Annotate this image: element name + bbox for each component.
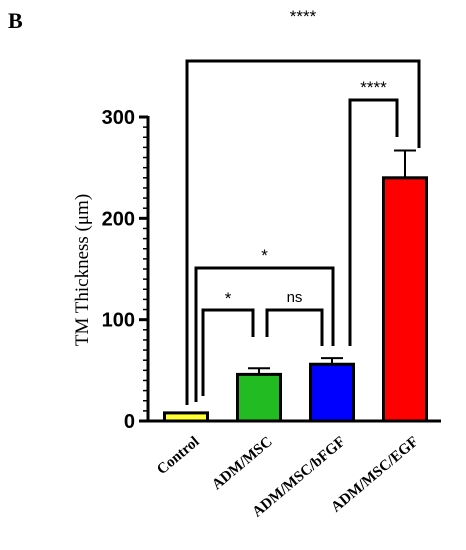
significance-label-4: ****: [290, 7, 317, 26]
significance-bracket-4: [185, 59, 421, 405]
significance-label-0: *: [225, 289, 232, 308]
panel-label: B: [8, 8, 23, 33]
significance-bracket-2: [194, 266, 335, 402]
significance-bracket-1: [265, 308, 324, 346]
bar-1: [236, 372, 282, 423]
y-tick-label: 0: [124, 411, 135, 433]
y-axis-label: TM Thickness (μm): [72, 194, 93, 346]
bar-2: [309, 362, 355, 423]
significance-bracket-0: [201, 308, 255, 396]
significance-bracket-3: [348, 98, 399, 346]
y-tick-label: 300: [102, 107, 135, 129]
bars: [163, 149, 428, 423]
significance-label-3: ****: [360, 78, 387, 97]
bar-0: [163, 411, 209, 423]
significance-label-1: ns: [287, 289, 303, 306]
bar-3: [382, 176, 428, 423]
significance-label-2: *: [261, 246, 268, 265]
x-tick-label-1: ADM/MSC: [209, 434, 275, 493]
y-tick-label: 100: [102, 310, 135, 332]
significance-brackets: * ns*********: [185, 7, 421, 405]
y-tick-label: 200: [102, 208, 135, 230]
x-tick-label-0: Control: [154, 434, 202, 478]
